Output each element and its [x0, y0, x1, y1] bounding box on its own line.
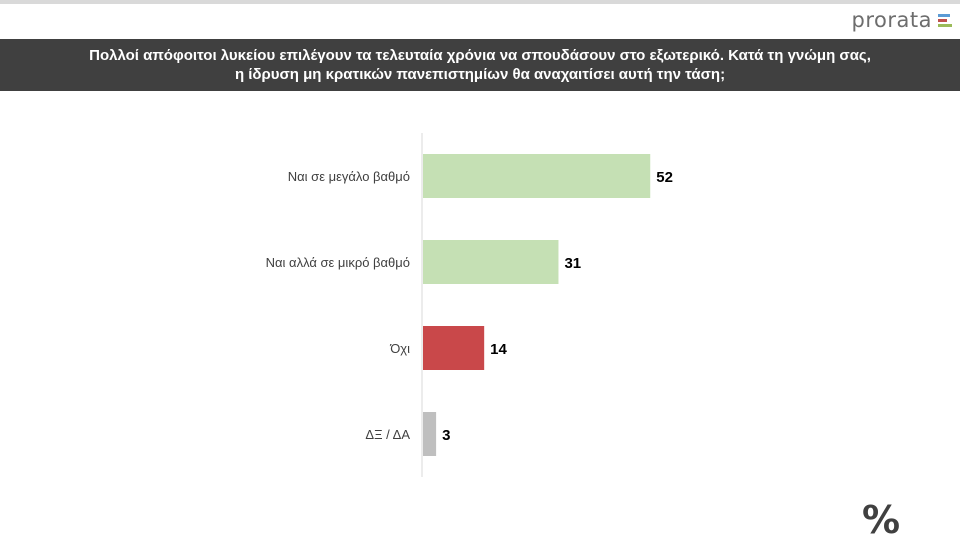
bar	[423, 154, 651, 198]
category-label: Ναι σε μεγάλο βαθμό	[288, 169, 410, 184]
data-label: 3	[442, 427, 450, 444]
category-label: Όχι	[389, 341, 410, 356]
category-label: ΔΞ / ΔΑ	[365, 427, 410, 442]
prorata-logo: prorata	[852, 8, 952, 32]
data-label: 31	[564, 255, 581, 272]
brand-bars-icon	[938, 13, 952, 27]
question-line-2: η ίδρυση μη κρατικών πανεπιστημίων θα αν…	[234, 66, 726, 83]
brand-bar-2	[938, 18, 947, 22]
bar	[423, 326, 485, 370]
brand-bar-1	[938, 13, 950, 17]
top-border-line	[0, 0, 960, 4]
data-label: 14	[490, 341, 507, 358]
question-line-1: Πολλοί απόφοιτοι λυκείου επιλέγουν τα τε…	[89, 47, 871, 64]
category-label: Ναι αλλά σε μικρό βαθμό	[266, 255, 410, 270]
bar	[423, 240, 559, 284]
bar	[423, 412, 437, 456]
brand-name: prorata	[851, 8, 932, 32]
brand-bar-3	[938, 23, 952, 27]
percent-logo: %	[862, 498, 901, 542]
question-banner: Πολλοί απόφοιτοι λυκείου επιλέγουν τα τε…	[0, 39, 960, 91]
data-label: 52	[656, 169, 673, 186]
